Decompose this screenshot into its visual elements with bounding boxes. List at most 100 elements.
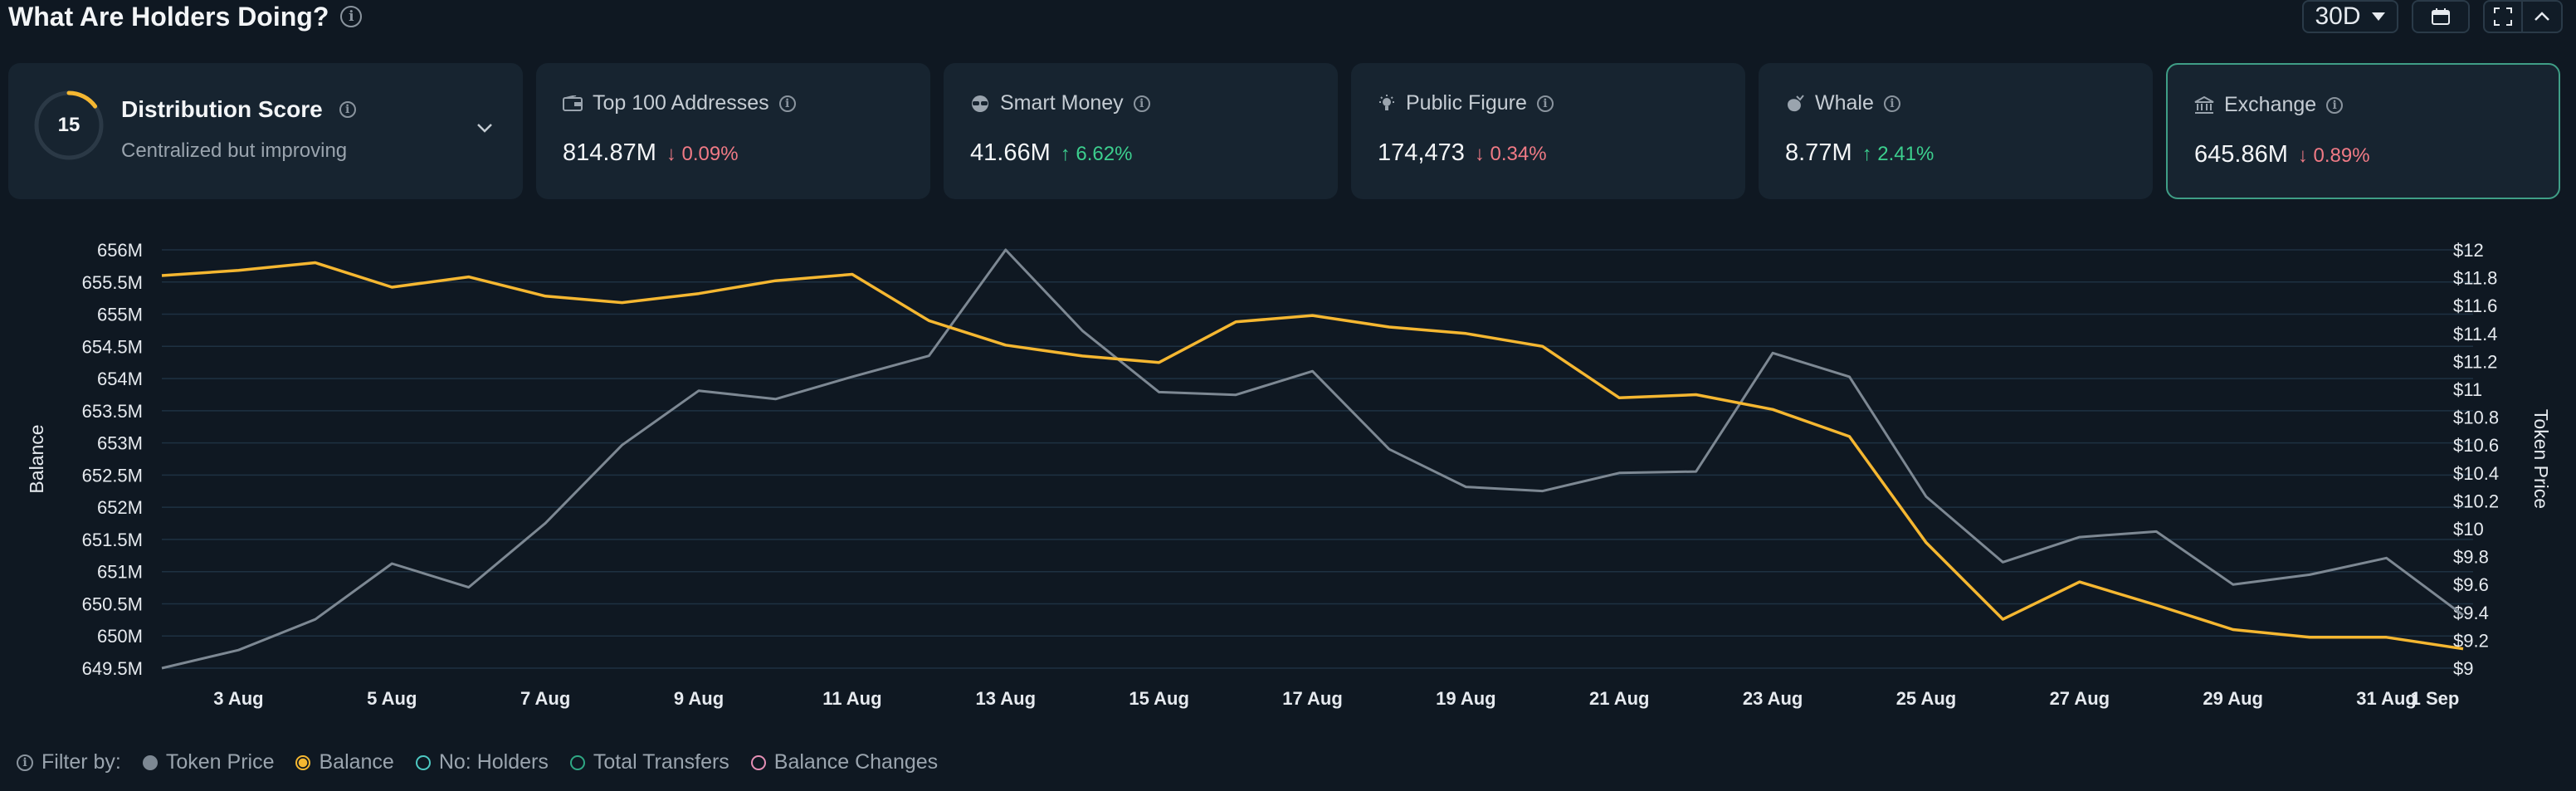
y-tick-left: 652M [97, 497, 143, 518]
section-header: What Are Holders Doing? i [8, 0, 363, 33]
y-tick-left: 655.5M [82, 272, 143, 293]
metric-cards: 15 Distribution Score i Centralized but … [8, 63, 2560, 199]
info-icon[interactable]: i [17, 754, 33, 771]
chevron-down-icon[interactable] [476, 123, 493, 133]
y-tick-right: $11.2 [2453, 351, 2497, 372]
metric-change-value: 0.89% [2313, 144, 2370, 167]
filter-dot [142, 754, 158, 770]
metric-value-row: 41.66M ↑ 6.62% [970, 139, 1132, 167]
y-tick-right: $11.4 [2453, 324, 2497, 344]
x-tick: 11 Aug [822, 688, 881, 709]
page-title: What Are Holders Doing? [8, 1, 329, 32]
filter-holders[interactable]: No: Holders [415, 750, 549, 774]
arrow-up-icon: ↑ [1861, 143, 1872, 165]
filter-token-price[interactable]: Token Price [142, 750, 275, 774]
metric-value-row: 8.77M ↑ 2.41% [1785, 139, 1934, 167]
y-tick-right: $10.4 [2453, 463, 2499, 484]
range-select[interactable]: 30D [2302, 0, 2398, 33]
view-controls [2483, 0, 2563, 33]
x-tick: 21 Aug [1589, 688, 1650, 709]
info-icon[interactable]: i [778, 95, 796, 112]
metric-change-value: 0.09% [681, 143, 739, 165]
y-tick-left: 650M [97, 626, 143, 647]
y-tick-left: 650.5M [82, 593, 143, 614]
collapse-button[interactable] [2523, 0, 2563, 33]
x-tick: 7 Aug [520, 688, 570, 709]
info-icon[interactable]: i [1133, 95, 1150, 112]
filter-label: Filter by: [41, 750, 121, 774]
metric-change-value: 6.62% [1076, 143, 1133, 165]
metric-label-row: Smart Money i [970, 91, 1150, 115]
metric-value-row: 814.87M ↓ 0.09% [563, 139, 739, 167]
filter-balance-changes[interactable]: Balance Changes [750, 750, 939, 774]
x-tick: 31 Aug [2356, 688, 2417, 709]
arrow-up-icon: ↑ [1060, 143, 1071, 165]
metric-card-whale[interactable]: Whale i 8.77M ↑ 2.41% [1759, 63, 2153, 199]
metric-label: Whale [1815, 91, 1874, 115]
y-tick-left: 656M [97, 240, 143, 261]
x-tick: 13 Aug [976, 688, 1037, 709]
x-tick: 23 Aug [1743, 688, 1803, 709]
filter-item-label: Balance [319, 750, 394, 774]
filter-total-transfers[interactable]: Total Transfers [569, 750, 729, 774]
metric-card-top100[interactable]: Top 100 Addresses i 814.87M ↓ 0.09% [536, 63, 930, 199]
arrow-down-icon: ↓ [666, 143, 676, 165]
caret-down-icon [2371, 12, 2385, 21]
filter-item-label: Token Price [165, 750, 275, 774]
y-tick-right: $10 [2453, 519, 2484, 540]
metric-label-row: Top 100 Addresses i [563, 91, 796, 115]
filter-item-label: Balance Changes [773, 750, 939, 774]
y-tick-right: $10.2 [2453, 491, 2499, 511]
arrow-down-icon: ↓ [2297, 144, 2308, 167]
metric-change: ↓ 0.89% [2298, 144, 2370, 168]
x-tick: 9 Aug [674, 688, 724, 709]
distribution-subtitle: Centralized but improving [121, 139, 348, 162]
filter-dot [569, 754, 585, 770]
distribution-title-row: Distribution Score i [121, 96, 356, 123]
bank-icon [2194, 95, 2214, 114]
y-tick-left: 654.5M [82, 336, 143, 357]
y-tick-right: $10.6 [2453, 435, 2499, 456]
metric-change: ↓ 0.09% [666, 143, 739, 166]
metric-change: ↑ 6.62% [1061, 143, 1133, 166]
score-value: 15 [57, 114, 80, 136]
metric-value: 174,473 [1378, 139, 1465, 166]
metric-card-smart-money[interactable]: Smart Money i 41.66M ↑ 6.62% [944, 63, 1338, 199]
metric-value: 814.87M [563, 139, 656, 166]
range-select-value: 30D [2315, 2, 2361, 30]
y-tick-left: 653.5M [82, 401, 143, 422]
metric-value: 8.77M [1785, 139, 1852, 166]
calendar-button[interactable] [2412, 0, 2470, 33]
metric-value-row: 645.86M ↓ 0.89% [2194, 141, 2370, 168]
filter-balance[interactable]: Balance [295, 750, 394, 774]
x-tick: 17 Aug [1282, 688, 1343, 709]
y-tick-left: 655M [97, 305, 143, 325]
y-tick-right: $9.6 [2453, 574, 2489, 595]
info-icon[interactable]: i [1536, 95, 1554, 112]
info-icon[interactable]: i [2326, 96, 2344, 114]
filter-item-label: No: Holders [438, 750, 549, 774]
x-tick: 3 Aug [213, 688, 263, 709]
y-tick-left: 653M [97, 433, 143, 454]
info-icon[interactable]: i [339, 101, 356, 118]
distribution-score-card[interactable]: 15 Distribution Score i Centralized but … [8, 63, 523, 199]
holders-chart[interactable]: 656M 655.5M 655M 654.5M 654M 653.5M 653M 652.5M… [0, 224, 2576, 722]
metric-change-value: 0.34% [1490, 143, 1547, 165]
y-tick-right: $9 [2453, 658, 2473, 679]
y-tick-right: $9.8 [2453, 547, 2489, 568]
info-icon[interactable]: i [340, 6, 363, 27]
metric-card-exchange[interactable]: Exchange i 645.86M ↓ 0.89% [2166, 63, 2560, 199]
y-tick-right: $10.8 [2453, 408, 2499, 428]
info-icon[interactable]: i [1883, 95, 1900, 112]
whale-icon [1788, 94, 1804, 111]
metric-card-public-figure[interactable]: Public Figure i 174,473 ↓ 0.34% [1351, 63, 1745, 199]
fullscreen-button[interactable] [2483, 0, 2523, 33]
y-tick-left: 652.5M [82, 465, 143, 486]
fullscreen-icon [2494, 7, 2512, 26]
y-tick-left: 654M [97, 369, 143, 389]
y-axis-label-left: Balance [26, 424, 47, 493]
y-axis-label-right: Token Price [2530, 409, 2552, 509]
series-line-balance [161, 261, 2464, 651]
metric-label-row: Public Figure i [1378, 91, 1554, 115]
metric-value: 645.86M [2194, 141, 2288, 168]
